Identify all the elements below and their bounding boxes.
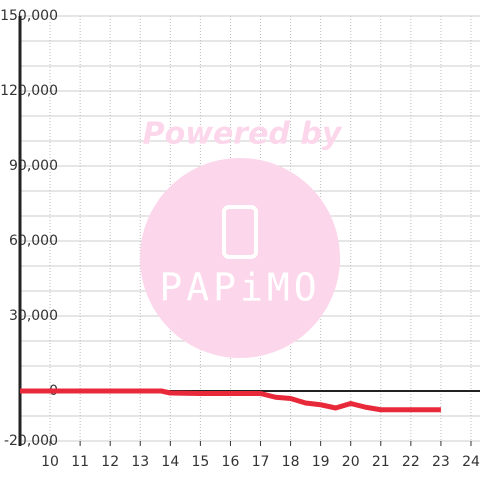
y-tick-label: 150,000: [0, 8, 58, 24]
x-tick-label: 22: [402, 454, 420, 470]
y-tick-label: 30,000: [9, 308, 58, 324]
x-tick-label: 20: [342, 454, 360, 470]
x-tick-label: 10: [41, 454, 59, 470]
watermark-logo: PAPiMO: [159, 266, 320, 310]
x-tick-label: 24: [462, 454, 480, 470]
x-tick-label: 23: [432, 454, 450, 470]
x-tick-label: 18: [282, 454, 300, 470]
x-tick-label: 12: [101, 454, 119, 470]
x-tick-label: 13: [131, 454, 149, 470]
y-tick-label: 120,000: [0, 83, 58, 99]
y-tick-label: 90,000: [9, 158, 58, 174]
x-tick-label: 16: [222, 454, 240, 470]
watermark-phone-icon: [222, 205, 258, 259]
x-tick-label: 15: [191, 454, 209, 470]
y-tick-label: -20,000: [4, 433, 58, 449]
watermark-text: Powered by: [143, 117, 343, 152]
y-tick-label: 60,000: [9, 233, 58, 249]
x-tick-label: 19: [312, 454, 330, 470]
x-tick-label: 14: [161, 454, 179, 470]
x-tick-label: 21: [372, 454, 390, 470]
x-tick-label: 11: [71, 454, 89, 470]
data-line: [20, 388, 441, 413]
x-tick-label: 17: [252, 454, 270, 470]
